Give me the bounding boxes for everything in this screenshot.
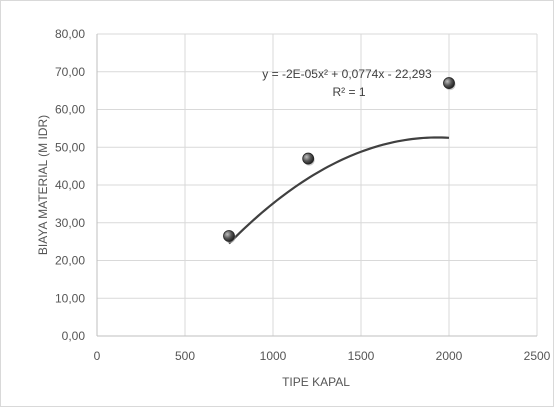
y-tick-label: 30,00 — [55, 216, 85, 230]
y-tick-label: 70,00 — [55, 65, 85, 79]
data-point — [443, 77, 455, 89]
y-tick-label: 50,00 — [55, 140, 85, 154]
y-axis-title: BIAYA MATERIAL (M IDR) — [36, 115, 50, 255]
data-points — [223, 77, 456, 243]
trendline — [228, 136, 450, 245]
y-tick-label: 0,00 — [62, 329, 86, 343]
y-tick-label: 80,00 — [55, 27, 85, 41]
x-tick-label: 2500 — [524, 349, 551, 363]
data-point — [223, 230, 235, 242]
y-tick-label: 40,00 — [55, 178, 85, 192]
y-tick-label: 20,00 — [55, 254, 85, 268]
trendlines — [228, 136, 450, 245]
trendline-equation: y = -2E-05x² + 0,0774x - 22,293 — [262, 67, 432, 81]
x-tick-label: 0 — [94, 349, 101, 363]
x-tick-label: 2000 — [436, 349, 463, 363]
y-tick-label: 60,00 — [55, 103, 85, 117]
x-tick-label: 1000 — [260, 349, 287, 363]
tick-labels: 0,00 10,00 20,00 30,00 40,00 50,00 60,00 70,00 8… — [55, 27, 551, 363]
data-point — [302, 152, 315, 165]
x-tick-label: 1500 — [348, 349, 375, 363]
y-tick-label: 10,00 — [55, 291, 85, 305]
x-tick-label: 500 — [175, 349, 195, 363]
r-squared-label: R² = 1 — [332, 85, 365, 99]
x-axis-title: TIPE KAPAL — [282, 375, 350, 389]
axes — [96, 34, 537, 337]
